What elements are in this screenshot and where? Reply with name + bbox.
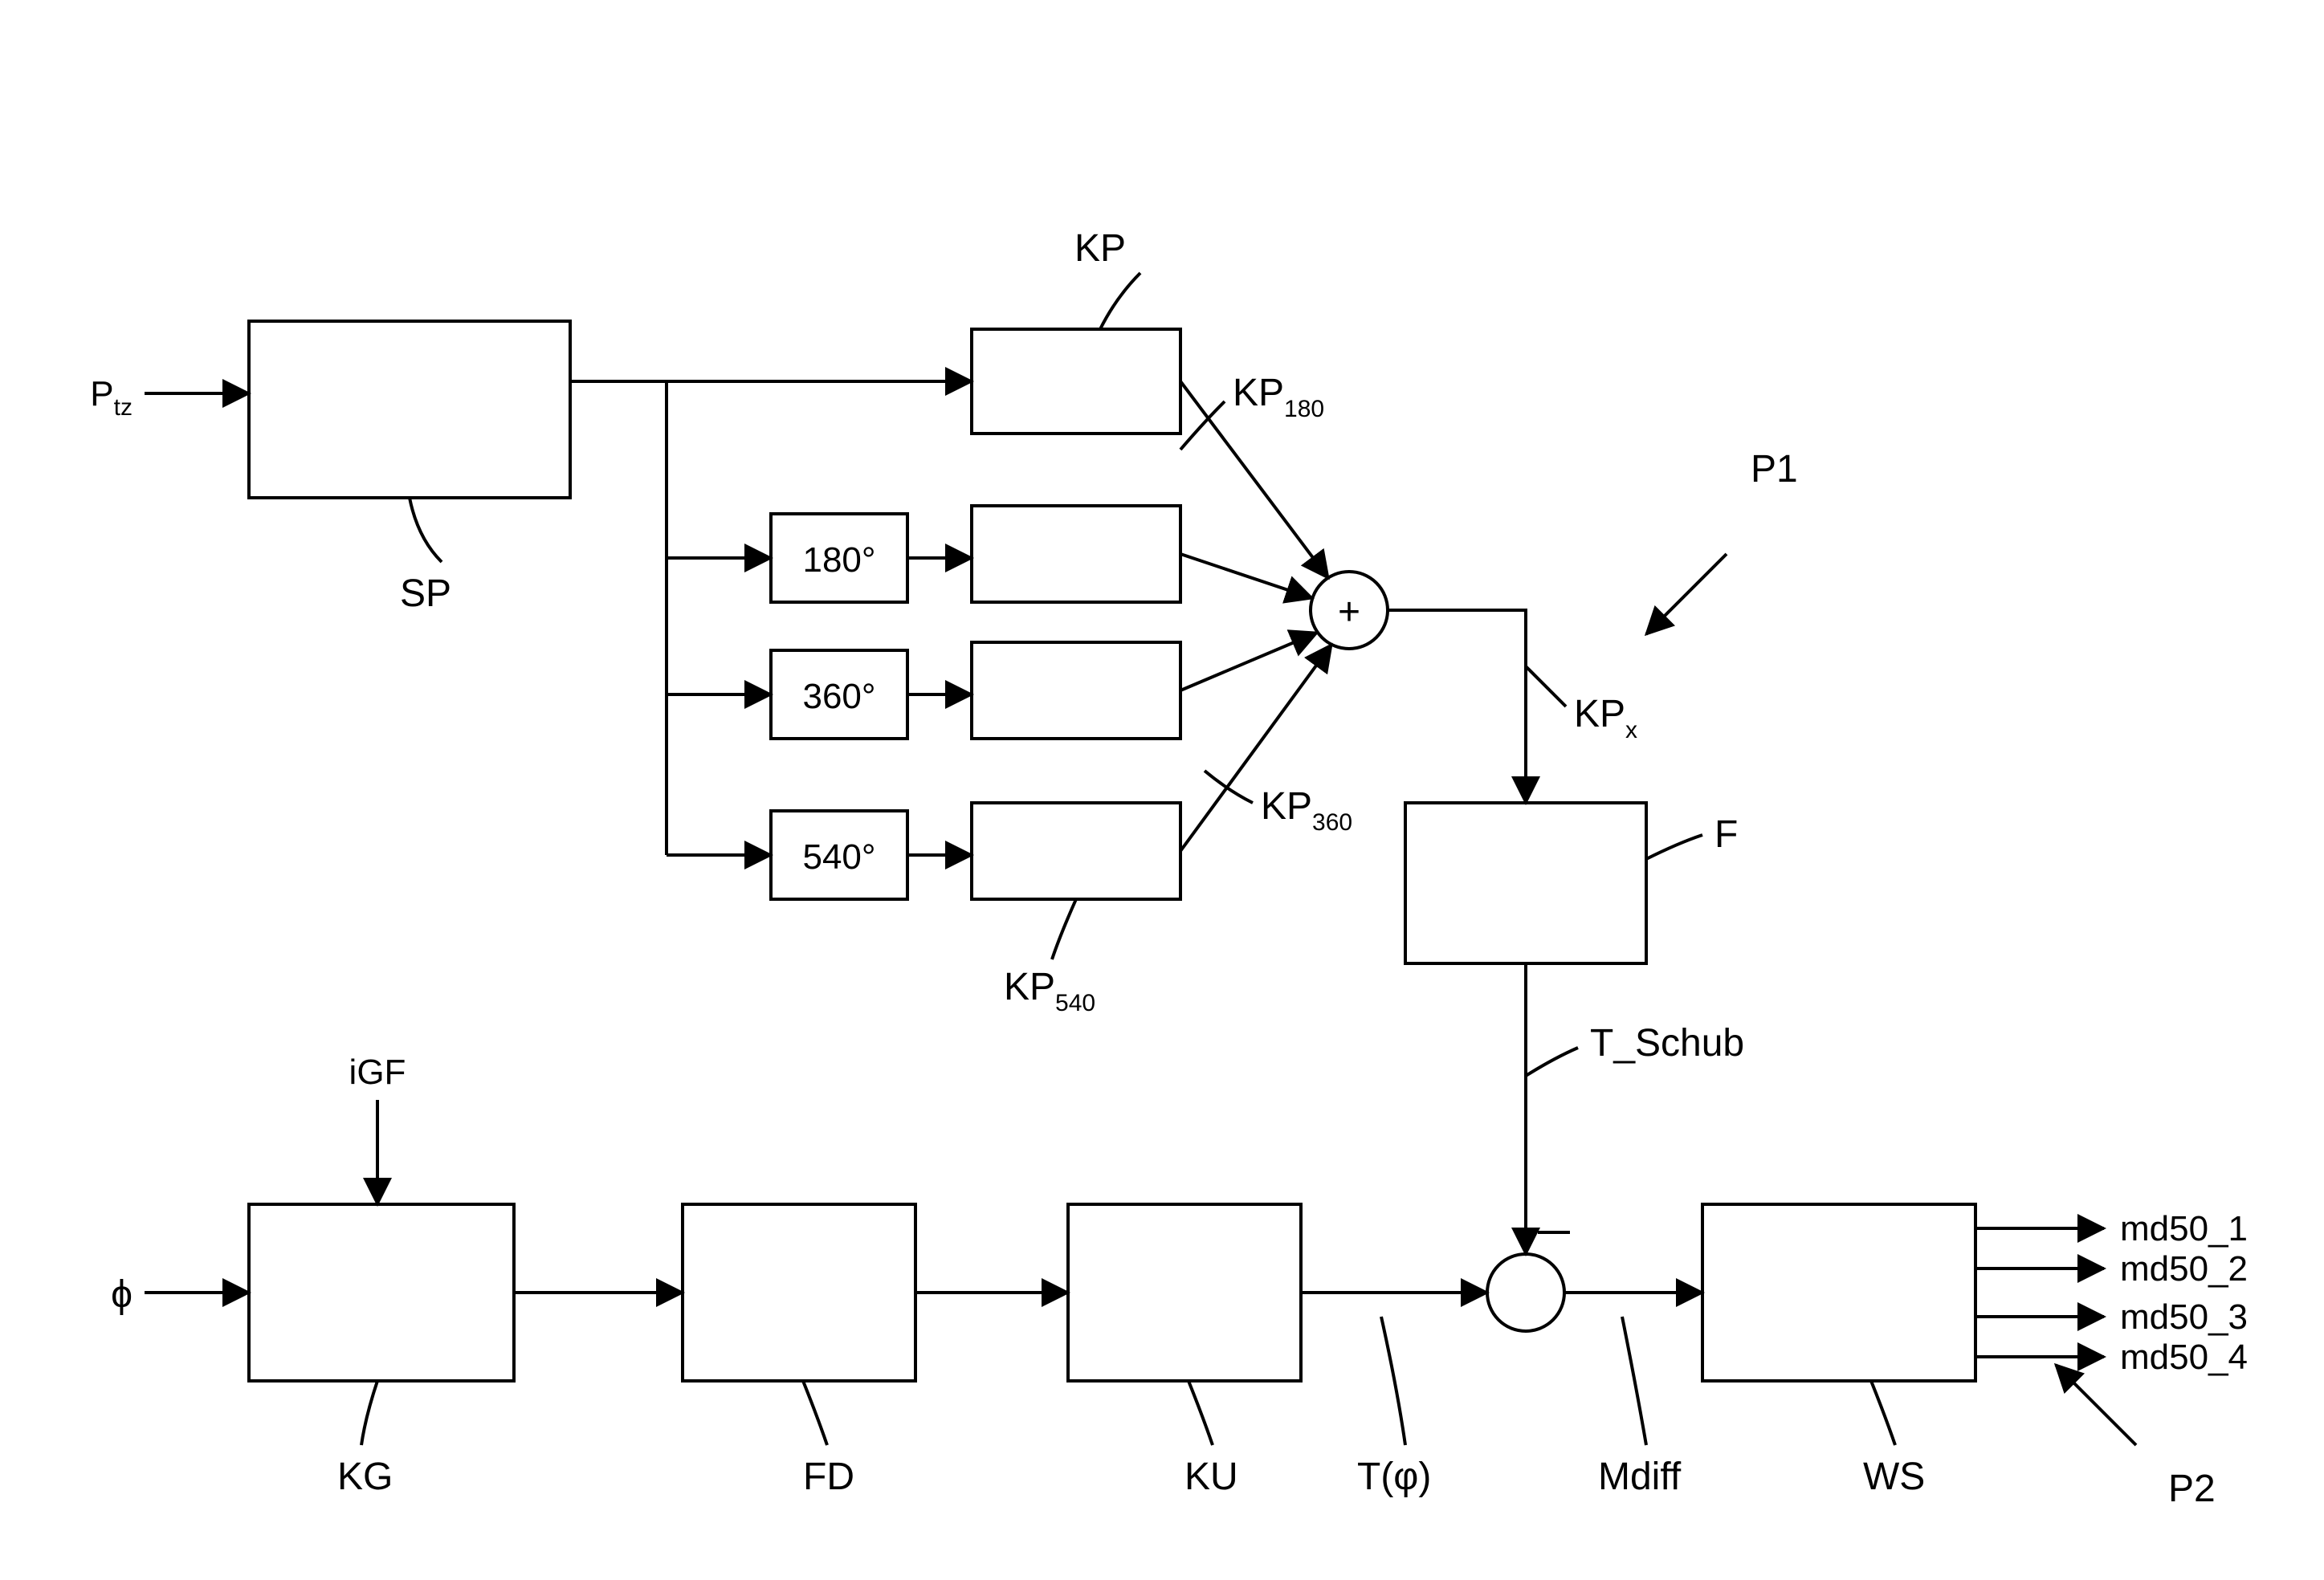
label-phi: ϕ bbox=[111, 1273, 133, 1316]
leader-kp bbox=[1100, 273, 1140, 329]
text-d180: 180° bbox=[802, 540, 875, 580]
block-ws bbox=[1702, 1204, 1975, 1381]
label-sp: SP bbox=[400, 572, 451, 615]
label-p2: P2 bbox=[2168, 1468, 2216, 1510]
text-d540: 540° bbox=[802, 837, 875, 877]
label-md50-2: md50_2 bbox=[2120, 1249, 2248, 1289]
block-kg bbox=[249, 1204, 514, 1381]
block-kp360 bbox=[972, 642, 1180, 739]
sum2 bbox=[1487, 1254, 1564, 1331]
label-ws: WS bbox=[1863, 1456, 1925, 1498]
block-fd bbox=[683, 1204, 915, 1381]
label-f: F bbox=[1714, 813, 1738, 856]
wire-kp180-sum bbox=[1180, 554, 1312, 598]
label-md50-1: md50_1 bbox=[2120, 1209, 2248, 1248]
block-ku bbox=[1068, 1204, 1301, 1381]
leader-tschub bbox=[1526, 1048, 1578, 1076]
label-kpx: KPx bbox=[1574, 693, 1637, 743]
leader-kp540 bbox=[1052, 899, 1076, 959]
wire-kp360-sum bbox=[1180, 633, 1317, 690]
leader-fd bbox=[803, 1381, 827, 1445]
label-tphi: T(φ) bbox=[1357, 1456, 1431, 1498]
label-kp180: KP180 bbox=[1233, 372, 1324, 422]
leader-kpx bbox=[1526, 666, 1566, 707]
text-d360: 360° bbox=[802, 677, 875, 716]
label-ku: KU bbox=[1184, 1456, 1238, 1498]
label-mdiff: Mdiff bbox=[1598, 1456, 1682, 1498]
pointer-p2 bbox=[2056, 1365, 2136, 1445]
label-kp: KP bbox=[1074, 227, 1126, 270]
leader-tphi bbox=[1381, 1317, 1405, 1445]
label-kp540: KP540 bbox=[1004, 966, 1095, 1016]
wire-sum1-f bbox=[1388, 610, 1526, 803]
pointer-p1 bbox=[1646, 554, 1727, 634]
block-f bbox=[1405, 803, 1646, 963]
label-ptz: Ptz bbox=[90, 374, 133, 421]
label-kg: KG bbox=[337, 1456, 393, 1498]
label-p1: P1 bbox=[1751, 448, 1798, 491]
block-sp bbox=[249, 321, 570, 498]
label-igf: iGF bbox=[349, 1053, 406, 1092]
sum1-plus: + bbox=[1338, 591, 1360, 633]
label-kp360: KP360 bbox=[1261, 785, 1352, 836]
label-tschub: T_Schub bbox=[1590, 1022, 1744, 1065]
block-kp0 bbox=[972, 329, 1180, 434]
label-fd: FD bbox=[803, 1456, 854, 1498]
label-md50-4: md50_4 bbox=[2120, 1338, 2248, 1377]
leader-ku bbox=[1189, 1381, 1213, 1445]
leader-sp bbox=[410, 498, 442, 562]
block-kp540 bbox=[972, 803, 1180, 899]
leader-ws bbox=[1871, 1381, 1895, 1445]
block-kp180 bbox=[972, 506, 1180, 602]
leader-f bbox=[1646, 835, 1702, 859]
leader-kg bbox=[361, 1381, 377, 1445]
label-md50-3: md50_3 bbox=[2120, 1297, 2248, 1337]
leader-mdiff bbox=[1622, 1317, 1646, 1445]
